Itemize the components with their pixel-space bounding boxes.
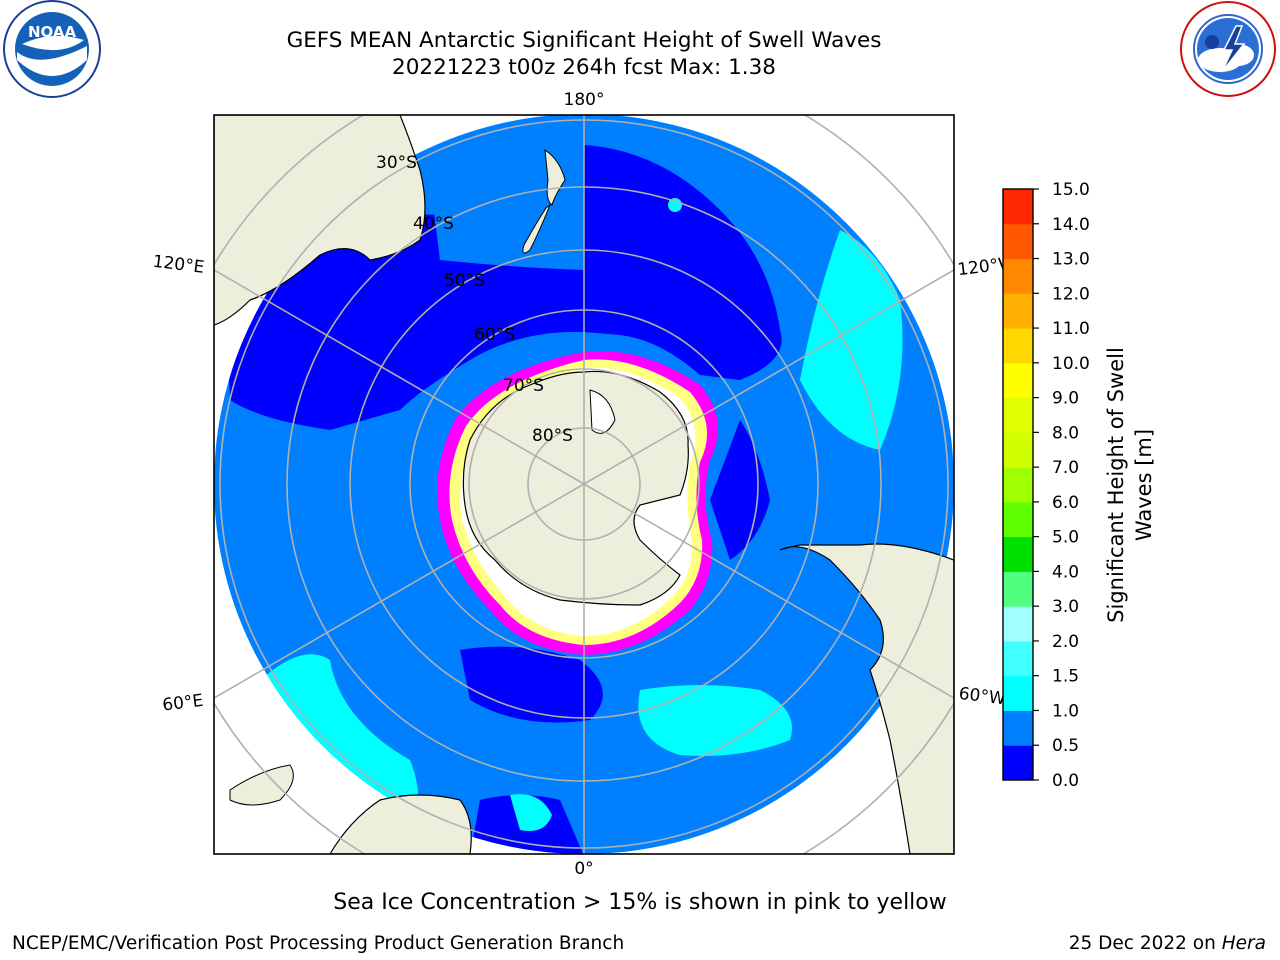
colorbar-tick-label: 0.0 xyxy=(1052,771,1079,791)
footer-left: NCEP/EMC/Verification Post Processing Pr… xyxy=(12,933,625,954)
footer-date: 25 Dec 2022 on xyxy=(1068,933,1222,954)
chart-title: GEFS MEAN Antarctic Significant Height o… xyxy=(286,28,882,53)
colorbar-tick-label: 0.5 xyxy=(1052,736,1079,756)
colorbar-tick-label: 2.0 xyxy=(1052,632,1079,652)
colorbar-tick-label: 3.0 xyxy=(1052,597,1079,617)
colorbar-label-line1: Significant Height of Swell xyxy=(1104,347,1128,623)
colorbar-segment xyxy=(1003,571,1033,607)
lon-label-120e: 120°E xyxy=(152,252,206,278)
colorbar-segment xyxy=(1003,223,1033,260)
colorbar-tick-label: 14.0 xyxy=(1052,215,1090,235)
colorbar-segment xyxy=(1003,432,1033,468)
colorbar-segment xyxy=(1003,536,1033,572)
colorbar-segment xyxy=(1003,640,1033,677)
new-zealand-landmass xyxy=(544,148,566,206)
colorbar-ticks: 0.0 0.5 1.0 1.5 2.0 3.0 4.0 5.0 6.0 7.0 8.0 9.0 10.0… xyxy=(1033,180,1090,791)
colorbar-segment xyxy=(1003,710,1033,746)
lon-label-60e: 60°E xyxy=(161,691,204,716)
lat-label-70s: 70°S xyxy=(503,376,544,396)
noaa-logo: NOAA xyxy=(3,0,101,98)
colorbar-tick-label: 5.0 xyxy=(1052,528,1079,548)
colorbar-segment xyxy=(1003,362,1033,399)
colorbar-segment xyxy=(1003,501,1033,538)
colorbar-tick-label: 12.0 xyxy=(1052,284,1090,304)
colorbar-segment xyxy=(1003,189,1033,225)
noaa-logo-text: NOAA xyxy=(28,23,77,41)
lat-label-50s: 50°S xyxy=(444,271,485,291)
colorbar-segment xyxy=(1003,606,1033,642)
lon-label-60w: 60°W xyxy=(958,684,1007,710)
lon-label-0: 0° xyxy=(574,859,593,879)
colorbar-segment xyxy=(1003,328,1033,364)
sea-ice-caption: Sea Ice Concentration > 15% is shown in … xyxy=(333,890,947,915)
africa-landmass xyxy=(329,794,472,854)
colorbar-segment xyxy=(1003,293,1033,329)
lat-label-80s: 80°S xyxy=(532,426,573,446)
colorbar-tick-label: 11.0 xyxy=(1052,319,1090,339)
colorbar-tick-label: 6.0 xyxy=(1052,493,1079,513)
colorbar-segment xyxy=(1003,258,1033,294)
colorbar-tick-label: 10.0 xyxy=(1052,354,1090,374)
footer-right: 25 Dec 2022 on Hera xyxy=(1069,933,1266,955)
colorbar-segment xyxy=(1003,745,1033,781)
colorbar-segment xyxy=(1003,397,1033,433)
map-frame xyxy=(213,114,955,855)
colorbar-tick-label: 1.0 xyxy=(1052,701,1079,721)
colorbar-tick-label: 13.0 xyxy=(1052,250,1090,270)
graticule xyxy=(214,115,954,854)
colorbar-tick-label: 1.5 xyxy=(1052,667,1079,687)
lat-label-60s: 60°S xyxy=(474,325,515,345)
colorbar-tick-label: 9.0 xyxy=(1052,389,1079,409)
lat-label-40s: 40°S xyxy=(413,214,454,234)
colorbar-tick-label: 4.0 xyxy=(1052,562,1079,582)
colorbar-tick-label: 8.0 xyxy=(1052,423,1079,443)
lon-label-180: 180° xyxy=(564,90,605,110)
colorbar-tick-label: 7.0 xyxy=(1052,458,1079,478)
lat-label-30s: 30°S xyxy=(376,153,417,173)
colorbar-label-line2: Waves [m] xyxy=(1132,429,1156,541)
colorbar xyxy=(1003,189,1033,781)
colorbar-tick-label: 15.0 xyxy=(1052,180,1090,200)
south-america-landmass xyxy=(779,543,954,854)
australia-landmass xyxy=(214,115,426,326)
colorbar-frame xyxy=(1002,188,1034,781)
colorbar-segment xyxy=(1003,467,1033,503)
footer-host: Hera xyxy=(1221,933,1266,954)
colorbar-segment xyxy=(1003,675,1033,711)
nws-logo xyxy=(1180,1,1276,97)
chart-subtitle: 20221223 t00z 264h fcst Max: 1.38 xyxy=(392,55,776,80)
